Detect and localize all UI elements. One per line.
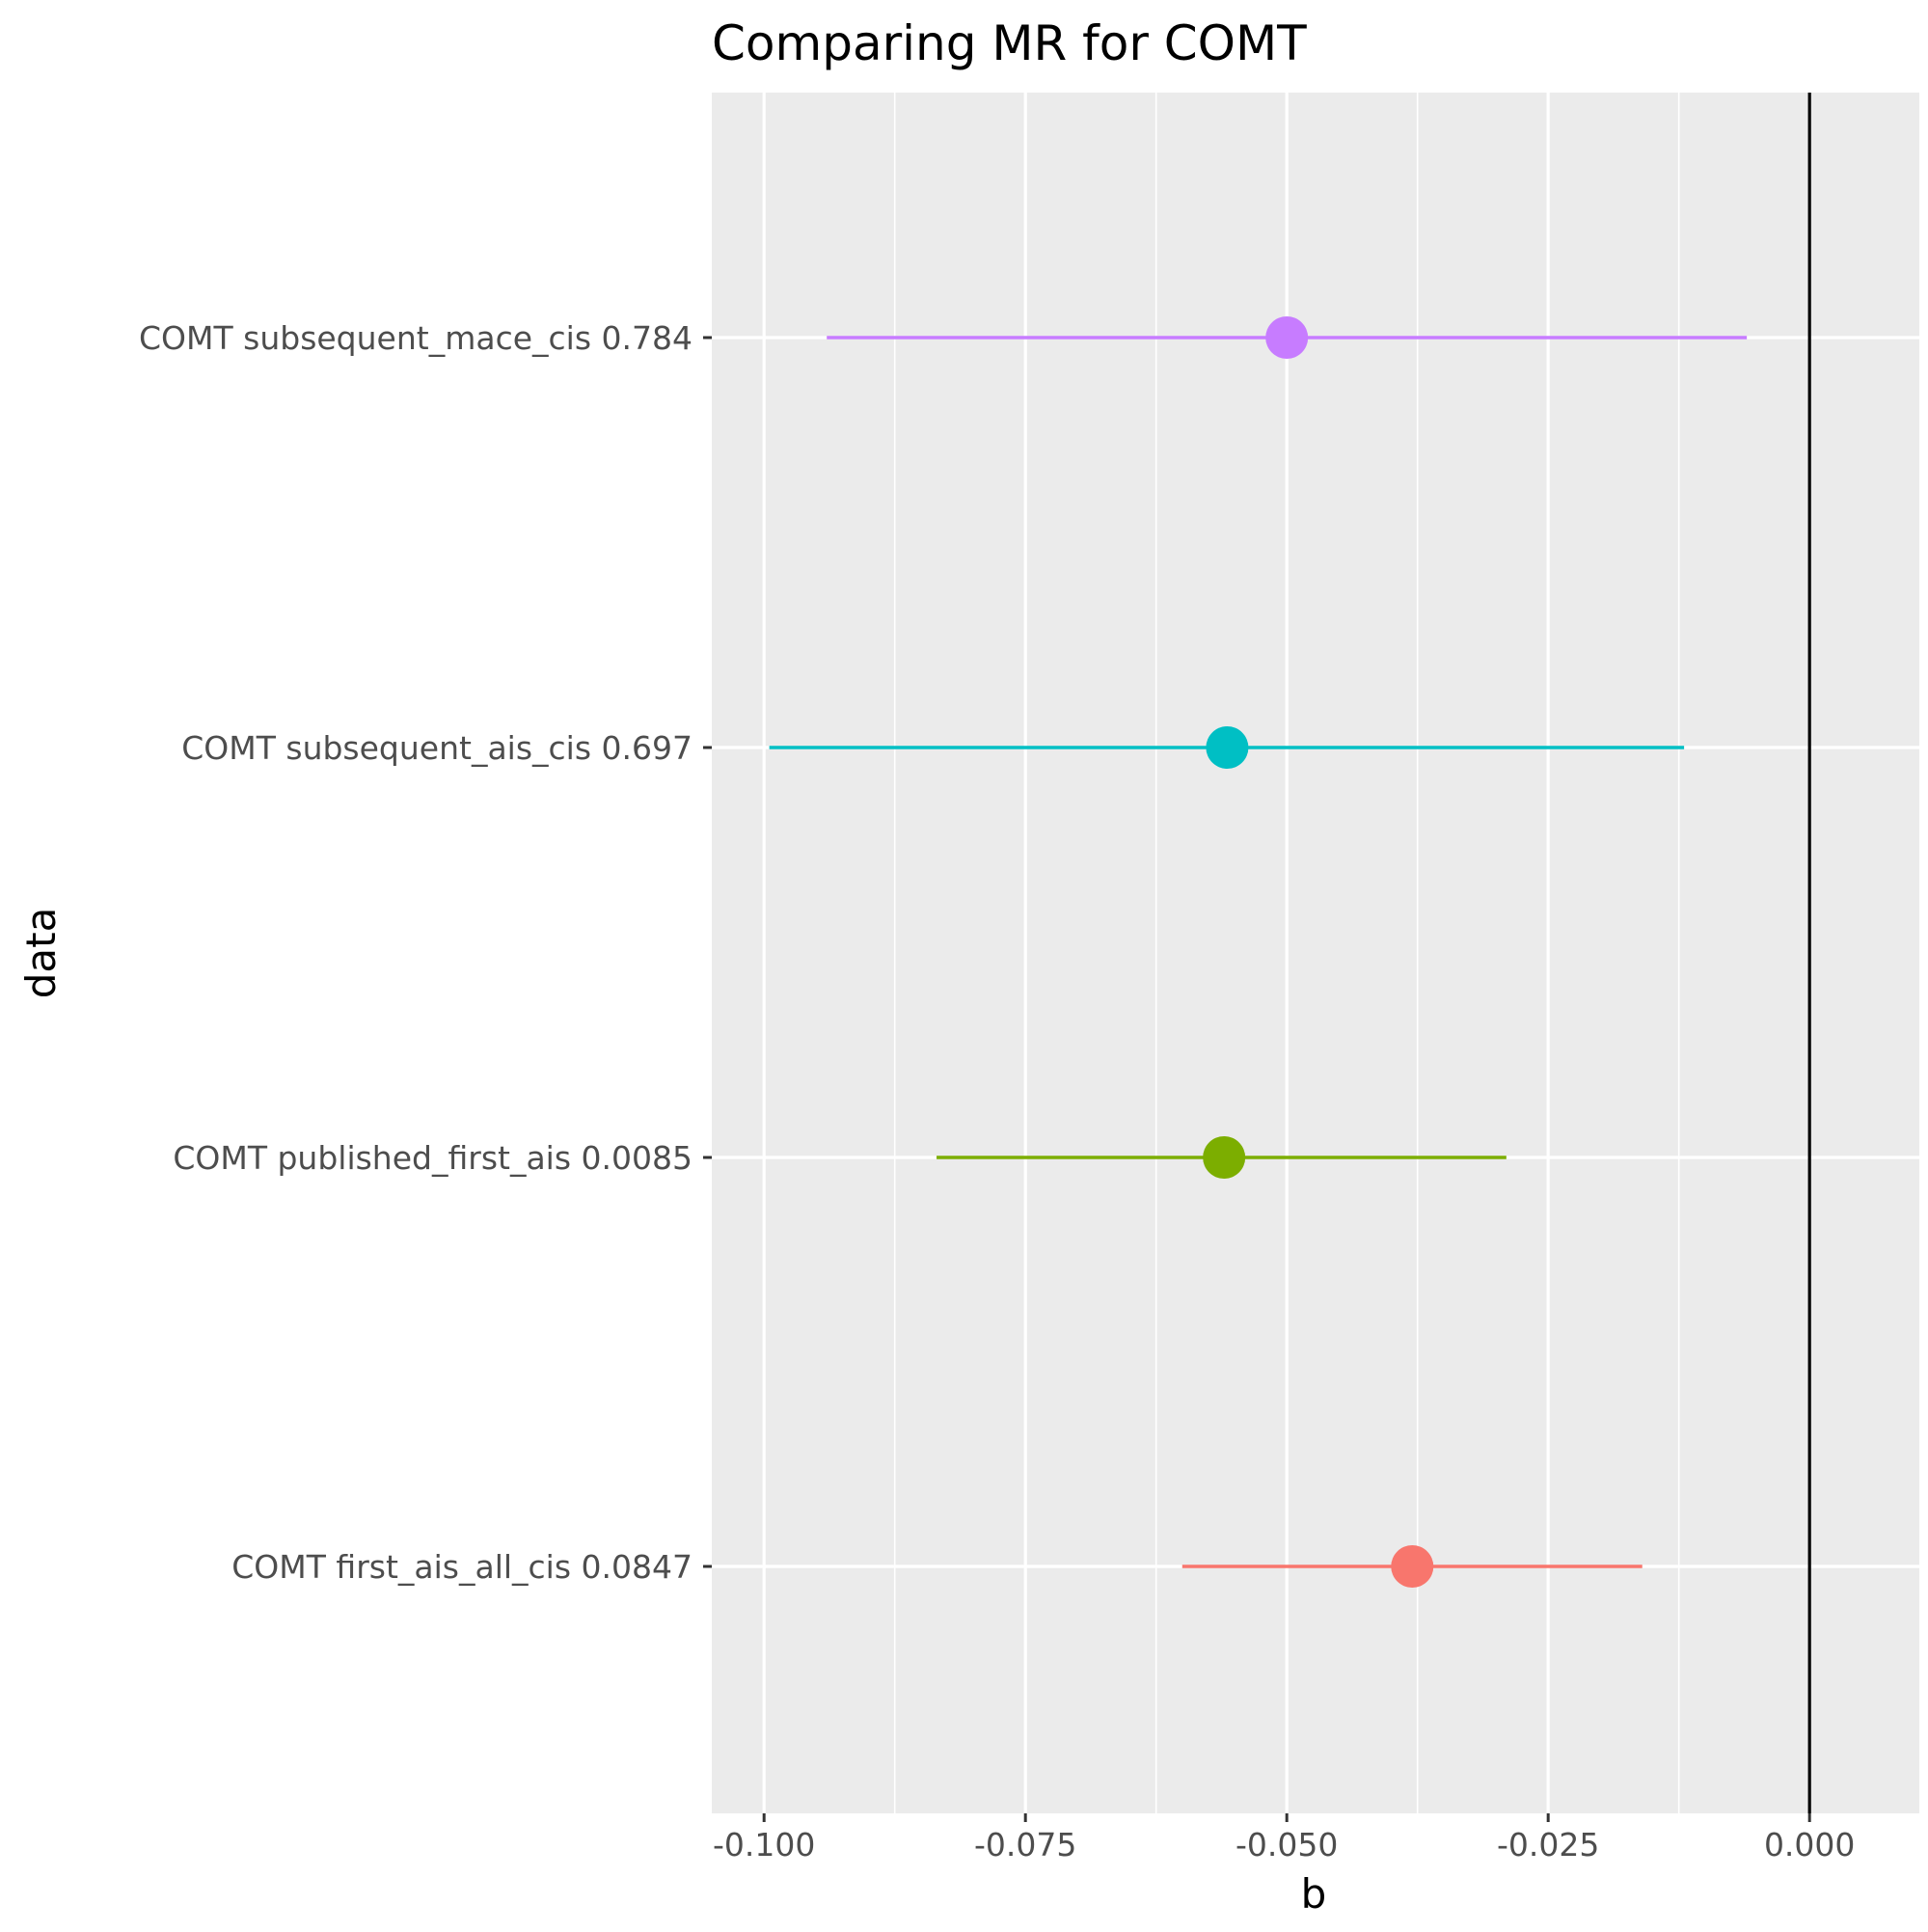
y-tick-label: COMT published_first_ais 0.0085 [173,1139,692,1177]
point-estimate [1391,1545,1434,1588]
y-tick-label: COMT subsequent_mace_cis 0.784 [139,319,692,357]
point-estimate [1206,726,1249,769]
point-estimate [1203,1136,1246,1179]
y-tick-label: COMT first_ais_all_cis 0.0847 [231,1548,692,1586]
data-marks [769,93,1811,1813]
plot-panel [712,93,1919,1813]
panel-background [712,93,1919,1813]
x-tick-label: 0.000 [1764,1826,1855,1864]
x-tick-label: -0.050 [1236,1826,1338,1864]
point-estimate [1265,316,1309,359]
x-tick-label: -0.100 [713,1826,815,1864]
y-tick-label: COMT subsequent_ais_cis 0.697 [181,729,692,767]
y-axis-title: data [17,908,65,999]
axes: COMT subsequent_mace_cis 0.784 COMT subse… [139,319,1855,1864]
x-tick-label: -0.075 [974,1826,1076,1864]
x-tick-label: -0.025 [1497,1826,1599,1864]
chart-title: Comparing MR for COMT [712,15,1307,71]
x-axis-title: b [1301,1870,1327,1918]
